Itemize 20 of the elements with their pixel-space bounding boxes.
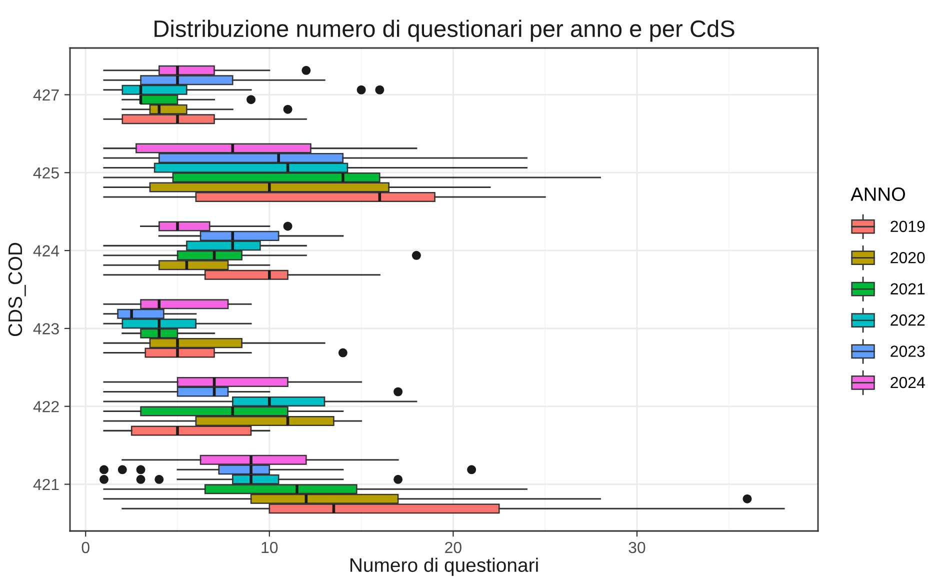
y-tick-label: 427: [33, 89, 59, 101]
y-axis-title: CDS_COD: [8, 242, 26, 336]
legend-label: 2024: [890, 376, 925, 388]
y-tick-label: 424: [33, 245, 60, 256]
legend-title: ANNO: [850, 187, 906, 201]
legend-label: 2019: [890, 220, 925, 232]
y-tick-label: 422: [33, 400, 59, 412]
x-tick-label: 10: [262, 542, 278, 554]
legend-label: 2023: [890, 346, 925, 357]
y-tick-label: 421: [33, 478, 59, 490]
x-tick-label: 0: [82, 542, 90, 554]
x-tick-label: 30: [628, 542, 646, 554]
chart-title: Distribuzione numero di questionari per anno e per CdS: [154, 20, 734, 42]
x-axis-title: Numero di questionari: [350, 558, 538, 576]
legend-label: 2022: [890, 314, 925, 326]
legend-label: 2021: [890, 283, 925, 295]
y-tick-label: 425: [33, 167, 59, 179]
x-tick-label: 20: [445, 542, 462, 554]
y-tick-label: 423: [33, 323, 59, 334]
legend-label: 2020: [890, 252, 925, 264]
